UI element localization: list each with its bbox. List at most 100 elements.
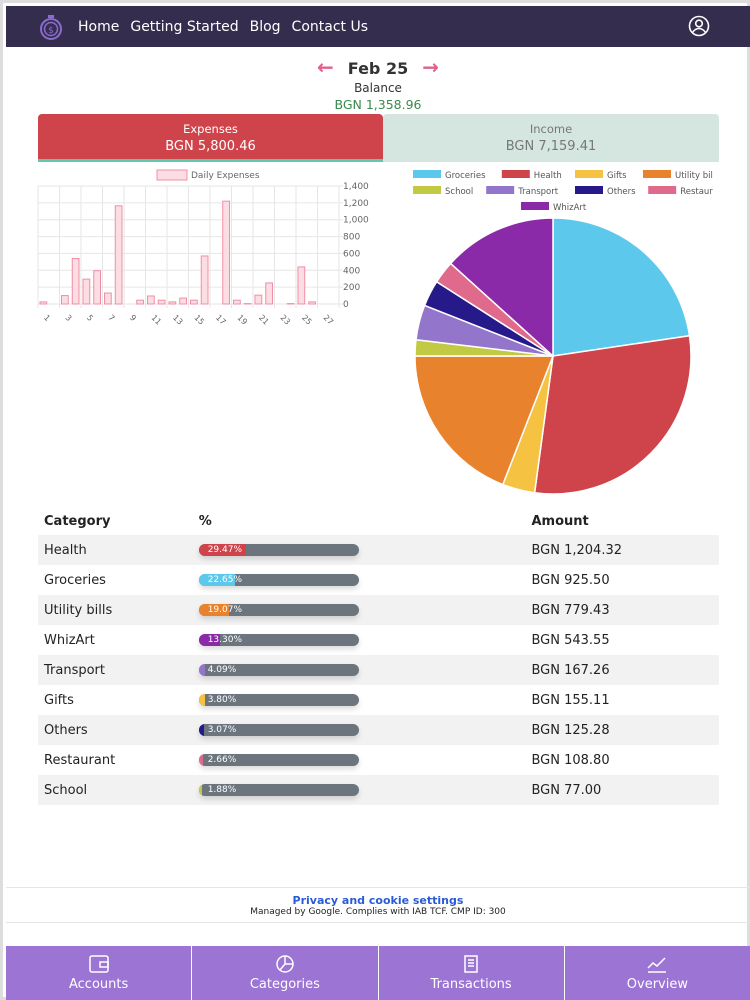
bar-day-16	[200, 255, 209, 305]
legend-label: Gifts	[607, 171, 627, 181]
bar-day-8	[114, 205, 123, 305]
stopwatch-dollar-logo-icon[interactable]: $	[38, 14, 64, 40]
bar-day-7	[104, 292, 112, 305]
cmp-note: Managed by Google. Complies with IAB TCF…	[250, 907, 506, 917]
tab-income[interactable]: Income BGN 7,159.41	[383, 114, 719, 162]
legend-swatch	[643, 170, 671, 178]
y-tick-label: 1,200	[343, 199, 369, 209]
amount-cell: BGN 125.28	[525, 715, 719, 745]
balance-value: BGN 1,358.96	[334, 97, 422, 112]
legend-label: WhizArt	[553, 203, 587, 213]
table-row: Utility bills 19.07% BGN 779.43	[38, 595, 719, 625]
percent-label: 3.80%	[207, 695, 237, 705]
income-label: Income	[529, 122, 573, 136]
bar-day-12	[157, 299, 166, 305]
accounts-label: Accounts	[68, 977, 129, 992]
percent-cell: 19.07%	[192, 595, 526, 625]
bar-day-25	[297, 266, 306, 305]
bar-day-22	[265, 282, 273, 305]
nav-blog[interactable]: Blog	[249, 18, 281, 35]
svg-text:$: $	[48, 26, 54, 36]
category-name: Others	[38, 715, 193, 745]
percent-label: 29.47%	[207, 545, 243, 555]
bar-day-6	[93, 270, 101, 305]
pie-slice-health	[533, 334, 692, 495]
x-tick-label: 21	[257, 313, 271, 327]
user-account-icon[interactable]	[688, 15, 710, 37]
legend-label: Health	[534, 171, 562, 181]
percent-progress-bar: 22.65%	[198, 574, 359, 586]
table-row: Others 3.07% BGN 125.28	[38, 715, 719, 745]
legend-label: Restaurant	[680, 187, 713, 197]
y-tick-label: 800	[343, 233, 360, 243]
category-name: Transport	[38, 655, 193, 685]
percent-cell: 13.30%	[193, 625, 526, 655]
x-tick-label: 5	[85, 313, 95, 323]
y-tick-label: 200	[343, 283, 360, 293]
privacy-settings-link[interactable]: Privacy and cookie settings	[292, 894, 464, 907]
legend-label: Groceries	[445, 171, 486, 181]
amount-cell: BGN 155.11	[531, 692, 610, 708]
nav-home[interactable]: Home	[78, 18, 120, 35]
prev-month-arrow-icon[interactable]: ←	[317, 55, 334, 79]
category-name: Groceries	[44, 572, 106, 588]
percent-cell: 2.66%	[193, 745, 526, 775]
category-name: Health	[38, 535, 193, 565]
bar-day-19	[233, 299, 241, 305]
nav-getting-started[interactable]: Getting Started	[130, 18, 239, 35]
percent-cell: 1.88%	[192, 775, 526, 805]
percent-label: 22.65%	[207, 575, 243, 585]
table-row: Gifts 3.80% BGN 155.11	[38, 685, 719, 715]
next-month-arrow-icon[interactable]: →	[422, 55, 439, 79]
x-tick-label: 27	[321, 313, 335, 327]
bar-day-4	[71, 257, 80, 305]
table-row: WhizArt 13.30% BGN 543.55	[38, 625, 719, 655]
x-tick-label: 19	[235, 313, 249, 327]
percent-label: 19.07%	[207, 605, 243, 615]
category-table: Category% Amount Health 29.47% BGN 1,204.32…	[38, 507, 719, 805]
legend-swatch	[521, 202, 549, 210]
percent-cell: 3.07%	[192, 715, 526, 745]
bar-day-11	[147, 295, 155, 305]
x-tick-label: 7	[106, 313, 116, 323]
percent-cell: 3.80%	[193, 685, 526, 715]
table-row: Health 29.47% BGN 1,204.32	[38, 535, 719, 565]
amount-cell: BGN 108.80	[531, 752, 610, 768]
month-selector: ← Feb 25 →	[3, 55, 750, 79]
bar-day-13	[168, 301, 177, 305]
bottom-nav-overview[interactable]: Overview	[565, 946, 750, 1000]
income-value: BGN 7,159.41	[505, 139, 597, 154]
bottom-nav-accounts[interactable]: Accounts	[6, 946, 193, 1000]
bar-day-15	[190, 299, 198, 305]
legend-swatch	[156, 169, 188, 181]
amount-cell: BGN 543.55	[531, 632, 610, 648]
x-tick-label: 25	[300, 313, 314, 327]
table-row: Transport 4.09% BGN 167.26	[38, 655, 719, 685]
percent-label: 1.88%	[207, 785, 237, 795]
percent-label: 3.07%	[207, 725, 237, 735]
table-row: Restaurant 2.66% BGN 108.80	[38, 745, 719, 775]
category-name: Gifts	[44, 692, 74, 708]
amount-cell: BGN 779.43	[525, 595, 719, 625]
bottom-nav-transactions[interactable]: Transactions	[379, 946, 565, 1000]
table-row: School 1.88% BGN 77.00	[38, 775, 719, 805]
expenses-label: Expenses	[183, 122, 238, 136]
category-pie-chart: Groceries Health Gifts Utility bills School T…	[413, 170, 713, 495]
percent-progress-bar: 3.07%	[198, 724, 359, 736]
y-tick-label: 400	[343, 266, 360, 276]
overview-label: Overview	[626, 977, 688, 992]
x-tick-label: 1	[42, 313, 52, 323]
bottom-nav-categories[interactable]: Categories	[192, 946, 379, 1000]
tab-expenses[interactable]: Expenses BGN 5,800.46	[38, 114, 383, 162]
bar-day-1	[39, 301, 48, 305]
percent-cell: 22.65%	[193, 565, 526, 595]
y-tick-label: 1,400	[343, 182, 369, 192]
nav-contact-us[interactable]: Contact Us	[291, 18, 369, 35]
legend-swatch	[648, 186, 677, 194]
x-tick-label: 23	[278, 313, 292, 327]
x-tick-label: 17	[214, 313, 228, 327]
x-tick-label: 9	[128, 313, 138, 323]
legend-label: Daily Expenses	[191, 171, 260, 181]
pie-slice-utility-bills	[414, 355, 555, 486]
percent-progress-bar: 4.09%	[198, 664, 359, 676]
